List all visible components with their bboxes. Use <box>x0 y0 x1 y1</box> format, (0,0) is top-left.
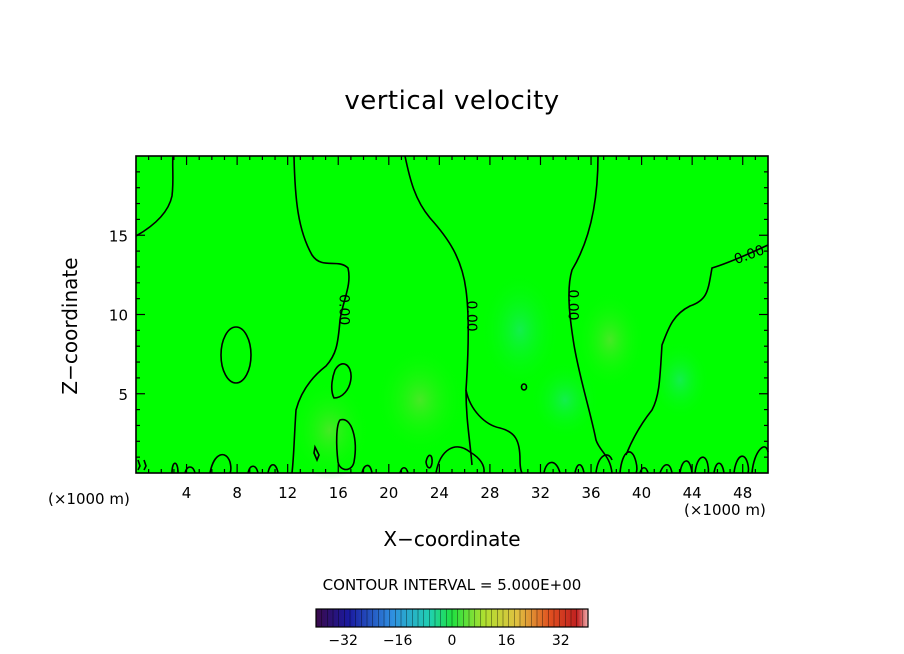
contour-line <box>143 459 147 471</box>
y-axis-label: Z−coordinate <box>58 257 82 395</box>
contour-line <box>330 363 352 399</box>
contour-line <box>625 244 769 456</box>
contour-line <box>595 454 613 474</box>
contour-line <box>313 444 320 463</box>
contour-line <box>209 453 232 474</box>
contour-line <box>425 454 433 469</box>
contour-line <box>619 451 638 474</box>
contour-line <box>184 466 196 474</box>
contour-line <box>520 383 528 391</box>
contour-line <box>220 326 252 384</box>
colorbar <box>315 608 589 628</box>
x-tick-label: 8 <box>232 484 242 502</box>
contour-line <box>361 464 373 474</box>
x-unit-left: (×1000 m) <box>48 490 130 508</box>
y-tick-label: 10 <box>109 307 128 325</box>
contour-line <box>543 461 561 474</box>
x-unit-right: (×1000 m) <box>684 501 766 519</box>
y-tick-label: 5 <box>118 386 128 404</box>
colorbar-cells <box>321 609 583 627</box>
x-tick-label: 24 <box>430 484 449 502</box>
contour-line <box>399 466 409 474</box>
contour-label: 0.00 <box>564 289 580 320</box>
x-tick-label: 36 <box>581 484 600 502</box>
colorbar-tick-label: 0 <box>447 633 457 649</box>
x-tick-label: 44 <box>683 484 702 502</box>
contour-line <box>639 466 649 474</box>
x-tick-label: 40 <box>632 484 651 502</box>
contour-line <box>568 155 613 474</box>
contour-line <box>247 465 259 474</box>
colorbar-tick-label: 32 <box>551 633 570 649</box>
colorbar-tick-label: 16 <box>497 633 516 649</box>
axis-ticks <box>136 156 768 473</box>
contour-line <box>713 462 725 474</box>
contour-label: 0.00 <box>336 294 352 325</box>
contour-line <box>679 460 693 474</box>
field-shading <box>290 270 710 480</box>
contour-interval-label: CONTOUR INTERVAL = 5.000E+00 <box>322 576 582 594</box>
chart-title: vertical velocity <box>344 86 560 116</box>
contour-line <box>659 463 673 474</box>
contour-line <box>335 418 356 471</box>
x-tick-labels: 4 8 12 16 20 24 28 32 36 40 44 48 <box>182 484 752 502</box>
plot-area: 0.00 0.00 0.000.00 4 8 12 16 20 24 28 32 36 40 44 48 … <box>109 155 769 502</box>
x-tick-label: 12 <box>278 484 297 502</box>
contour-line <box>267 463 279 474</box>
contour-label: 0.00 <box>463 300 479 331</box>
x-tick-label: 48 <box>733 484 752 502</box>
y-tick-label: 15 <box>109 227 128 245</box>
colorbar-tick-label: −16 <box>382 633 413 649</box>
contour-line <box>137 459 141 471</box>
contour-lines <box>135 155 769 474</box>
contour-line <box>291 155 350 474</box>
y-tick-labels: 5 10 15 <box>109 227 128 404</box>
contour-line <box>574 463 585 474</box>
contour-line <box>171 462 179 474</box>
colorbar-frame <box>315 608 589 628</box>
x-tick-label: 4 <box>182 484 192 502</box>
contour-line <box>135 155 174 237</box>
x-tick-label: 20 <box>379 484 398 502</box>
x-tick-label: 32 <box>531 484 550 502</box>
x-tick-label: 28 <box>480 484 499 502</box>
contour-line <box>404 155 473 466</box>
x-tick-label: 16 <box>329 484 348 502</box>
x-axis-label: X−coordinate <box>383 527 521 551</box>
contour-line <box>465 389 523 474</box>
contour-line <box>435 446 485 474</box>
colorbar-tick-label: −32 <box>328 633 358 649</box>
